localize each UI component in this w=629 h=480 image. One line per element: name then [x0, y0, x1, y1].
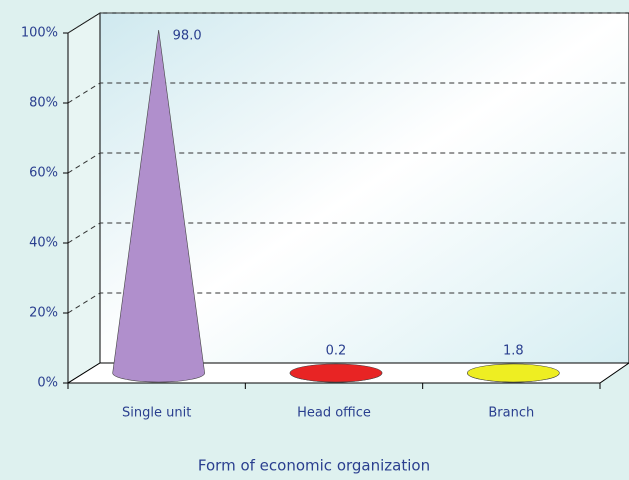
grid-line [67, 82, 629, 104]
y-tick-label: 60% [29, 166, 58, 181]
x-tick-label: Head office [297, 406, 371, 421]
value-label: 1.8 [503, 344, 524, 359]
x-axis-title: Form of economic organization [198, 457, 430, 475]
grid-line [67, 222, 629, 244]
x-tick-label: Single unit [122, 406, 191, 421]
y-tick-label: 0% [37, 376, 58, 391]
value-label: 0.2 [326, 344, 347, 359]
side-wall [67, 12, 101, 384]
y-tick-label: 40% [29, 236, 58, 251]
cone-base [467, 363, 560, 383]
y-tick-label: 20% [29, 306, 58, 321]
grid-line [67, 292, 629, 314]
cone-base [289, 363, 383, 383]
y-tick-label: 80% [29, 96, 58, 111]
value-label: 98.0 [173, 29, 202, 44]
y-tick-label: 100% [21, 26, 58, 41]
x-tick-label: Branch [488, 406, 534, 421]
grid-line [67, 152, 629, 174]
cone [112, 29, 205, 383]
grid-line [67, 12, 629, 34]
